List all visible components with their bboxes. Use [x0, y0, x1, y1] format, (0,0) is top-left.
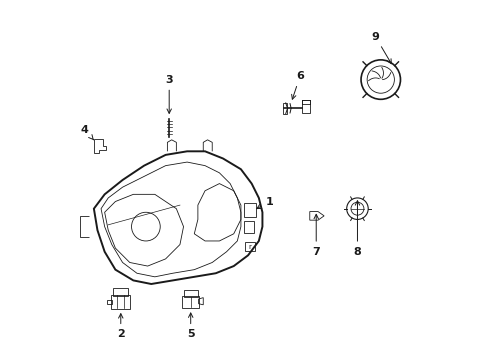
Text: 7: 7: [312, 214, 320, 257]
Text: 3: 3: [165, 75, 173, 113]
Text: r: r: [248, 244, 251, 250]
Text: 8: 8: [353, 201, 361, 257]
Text: 4: 4: [81, 125, 93, 140]
Text: 5: 5: [186, 313, 194, 339]
Text: 1: 1: [256, 197, 273, 208]
Text: 6: 6: [291, 71, 304, 99]
Text: 9: 9: [371, 32, 390, 64]
Text: 2: 2: [117, 314, 124, 339]
